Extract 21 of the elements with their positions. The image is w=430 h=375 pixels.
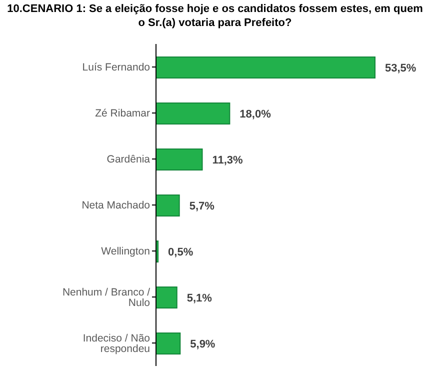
data-label: 5,7% [189,200,215,212]
bar [156,286,178,308]
y-tick-label: Gardênia [106,154,150,166]
data-label: 5,9% [190,338,216,350]
bar [156,148,203,170]
data-label: 0,5% [168,246,194,258]
bar [156,194,180,216]
data-label: 53,5% [385,62,416,74]
y-tick-label: Neta Machado [82,200,150,212]
y-tick-label: Luís Fernando [82,62,150,74]
y-tick-label: Zé Ribamar [95,108,150,120]
y-tick-label: Wellington [101,246,150,258]
y-tick-label: Indeciso / Não respondeu [82,332,150,355]
bar [156,102,230,124]
bar [156,332,181,354]
data-label: 11,3% [212,154,244,166]
data-label: 18,0% [240,108,272,120]
chart-title: 10.CENARIO 1: Se a eleição fosse hoje e os candidatos fossem estes, em quem o Sr.(a) votaria para Prefeito? [6,2,424,30]
bar [156,56,376,78]
data-label: 5,1% [186,292,212,304]
y-tick-label: Nenhum / Branco / Nulo [62,286,150,309]
